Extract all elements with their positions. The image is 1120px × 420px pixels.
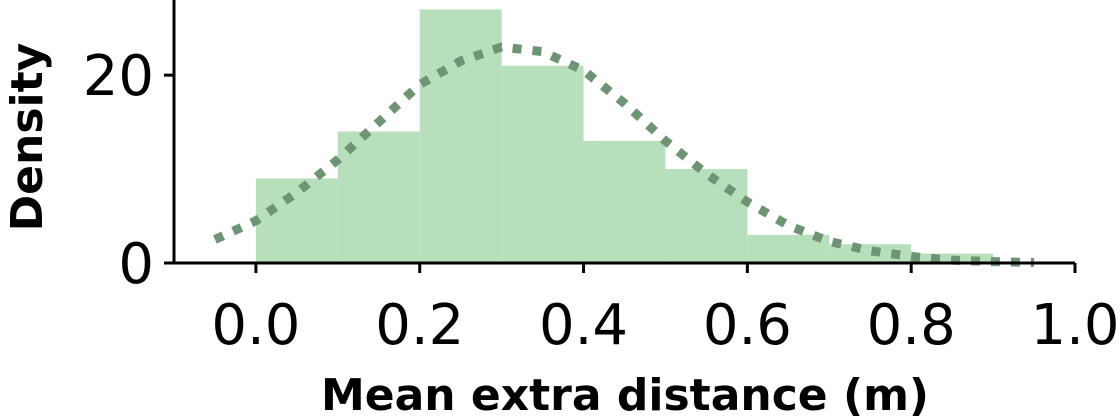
density-curve — [213, 42, 1035, 268]
y-tick-label: 20 — [83, 44, 154, 109]
histogram-bar-5 — [665, 169, 748, 263]
x-axis-label: Mean extra distance (m) — [321, 370, 929, 420]
x-tick-label: 0.2 — [375, 293, 464, 358]
x-tick-label: 1.0 — [1030, 293, 1119, 358]
y-axis-label: Density — [2, 43, 53, 232]
x-tick-label: 0.0 — [211, 293, 300, 358]
histogram-bar-7 — [829, 244, 912, 263]
x-tick-label: 0.8 — [867, 293, 956, 358]
x-tick-label: 0.6 — [703, 293, 792, 358]
histogram-bar-1 — [337, 131, 420, 263]
x-tick-label: 0.4 — [539, 293, 628, 358]
histogram-bar-0 — [255, 178, 338, 263]
histogram-bar-4 — [583, 140, 666, 263]
histogram-bar-2 — [419, 9, 502, 264]
curve-layer — [213, 42, 1035, 268]
axes-layer: 0.0 0.2 0.4 0.6 0.8 1.0 0 20 — [83, 0, 1120, 358]
y-tick-label: 0 — [118, 232, 154, 297]
histogram-bar-3 — [501, 65, 584, 263]
